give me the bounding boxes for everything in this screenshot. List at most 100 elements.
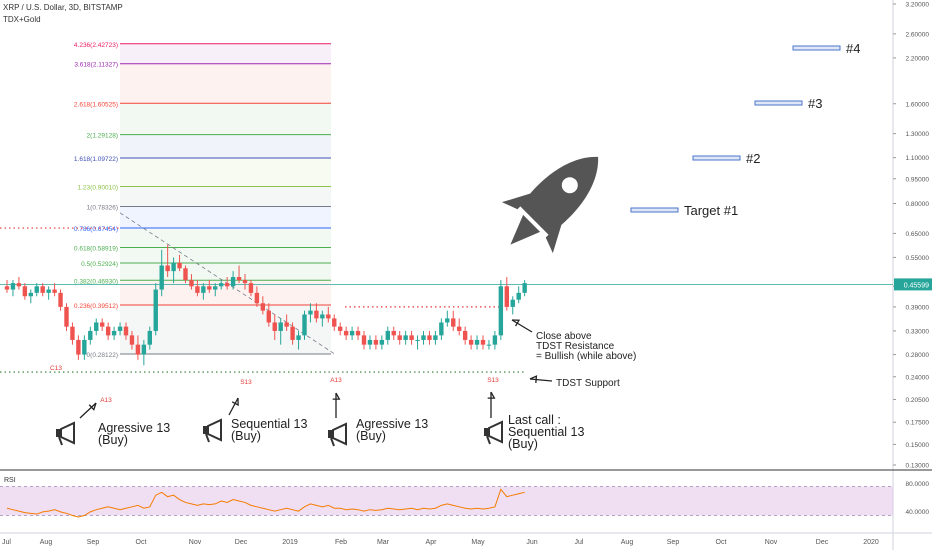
time-tick-label: Apr	[426, 539, 438, 546]
candle-body	[242, 280, 248, 284]
last-price-tag	[894, 278, 932, 291]
candle-body	[367, 339, 373, 345]
candle-body	[117, 326, 123, 331]
price-tick-label: 1.10000	[906, 155, 930, 162]
price-tick-label: 0.55000	[906, 255, 930, 262]
candle-body	[516, 292, 521, 300]
candle-body	[94, 322, 99, 331]
time-tick-label: Jul	[575, 539, 584, 546]
candles	[4, 244, 527, 366]
candle-body	[349, 330, 355, 336]
fibonacci-retracement: 4.236(2.42723) 3.618(2.11327) 2.618(1.6052…	[74, 42, 331, 359]
candle-body	[278, 322, 283, 331]
time-tick-label: Jul	[2, 539, 11, 546]
candle-body	[64, 306, 69, 327]
td-count-label: A13	[100, 397, 112, 404]
megaphone-handle	[328, 430, 333, 438]
td-count-label: S13	[240, 379, 252, 386]
price-tick-label: 1.30000	[906, 131, 930, 138]
annotation-lastcall: Last call :	[508, 413, 561, 427]
candle-body	[82, 339, 87, 355]
time-tick-label: Sep	[667, 539, 680, 546]
candle-body	[302, 314, 307, 336]
price-tick-label: 2.60000	[906, 31, 930, 38]
candle-body	[52, 289, 57, 293]
rsi-line	[6, 488, 525, 518]
target-box	[754, 100, 803, 106]
megaphone-icon	[484, 420, 503, 445]
candle-body	[177, 262, 182, 269]
rsi-tick-label: 80.0000	[906, 481, 930, 488]
candle-body	[88, 330, 93, 340]
time-tick-label: Oct	[716, 539, 727, 546]
rsi-tick-label: 40.0000	[906, 509, 930, 516]
price-tick-label: 0.20500	[906, 397, 930, 404]
candle-body	[46, 289, 51, 293]
target-label: #4	[846, 41, 860, 56]
candle-body	[439, 322, 444, 336]
candle-body	[510, 299, 515, 307]
fib-level-label: 0.236(0.39512)	[74, 303, 118, 310]
megaphone-cone	[488, 420, 503, 444]
candle-body	[361, 335, 367, 345]
rocket-window	[561, 177, 578, 194]
megaphone-grip	[58, 436, 63, 446]
arrow-close-above-head	[511, 319, 521, 327]
time-tick-label: 2019	[282, 539, 298, 546]
fib-level-label: 0.382(0.46930)	[74, 278, 118, 285]
fib-level-label: 0(0.28122)	[87, 352, 118, 359]
annotation-tdst-support: TDST Support	[556, 378, 620, 389]
annotation-lastcall: Sequential 13	[508, 425, 585, 439]
candle-body	[183, 268, 188, 281]
fib-level-label: 1(0.78326)	[87, 205, 118, 212]
price-axis: 3.20000 2.60000 2.20000 1.60000 1.30000 1.100…	[893, 2, 929, 470]
candle-body	[201, 286, 206, 293]
time-tick-label: Feb	[335, 539, 347, 546]
time-tick-label: Aug	[40, 539, 53, 546]
price-tick-label: 0.24000	[906, 374, 930, 381]
chart-symbol-title: XRP / U.S. Dollar, 3D, BITSTAMP	[3, 3, 123, 12]
td-count-label: A13	[330, 377, 342, 384]
candle-body	[314, 310, 319, 319]
candle-body	[16, 283, 22, 287]
megaphone-grip	[486, 435, 491, 445]
candle-body	[445, 318, 450, 323]
target-label: Target #1	[684, 203, 738, 218]
candle-body	[385, 330, 390, 340]
target-box	[792, 45, 841, 51]
candle-body	[266, 310, 271, 323]
rocket-fin-left	[501, 192, 535, 210]
candle-body	[219, 283, 224, 287]
candle-body	[22, 286, 28, 297]
megaphone-grip	[205, 433, 210, 443]
candle-body	[207, 286, 212, 290]
price-tick-label: 0.95000	[906, 176, 930, 183]
time-tick-label: May	[471, 539, 485, 546]
candle-body	[248, 283, 254, 293]
candle-body	[468, 339, 474, 345]
fib-zone	[120, 247, 331, 263]
price-tick-label: 2.20000	[906, 55, 930, 62]
price-tick-label: 0.65000	[906, 231, 930, 238]
candle-body	[236, 277, 242, 281]
fib-zone	[120, 43, 331, 64]
fib-zone	[120, 63, 331, 104]
candle-body	[427, 335, 432, 340]
time-tick-label: Jun	[526, 539, 537, 546]
candle-body	[254, 292, 260, 304]
candle-body	[290, 326, 295, 340]
candle-body	[415, 339, 420, 341]
arrow-sequential1-head	[231, 397, 239, 407]
candle-body	[260, 303, 266, 311]
candle-body	[433, 335, 438, 340]
candle-body	[397, 335, 402, 340]
annotation-close-above: TDST Resistance	[536, 341, 615, 352]
candle-body	[165, 265, 170, 272]
candle-body	[343, 330, 349, 336]
candle-body	[213, 286, 218, 290]
candle-body	[486, 344, 492, 346]
candle-body	[338, 326, 343, 331]
candle-body	[379, 339, 385, 345]
time-tick-label: Aug	[621, 539, 634, 546]
